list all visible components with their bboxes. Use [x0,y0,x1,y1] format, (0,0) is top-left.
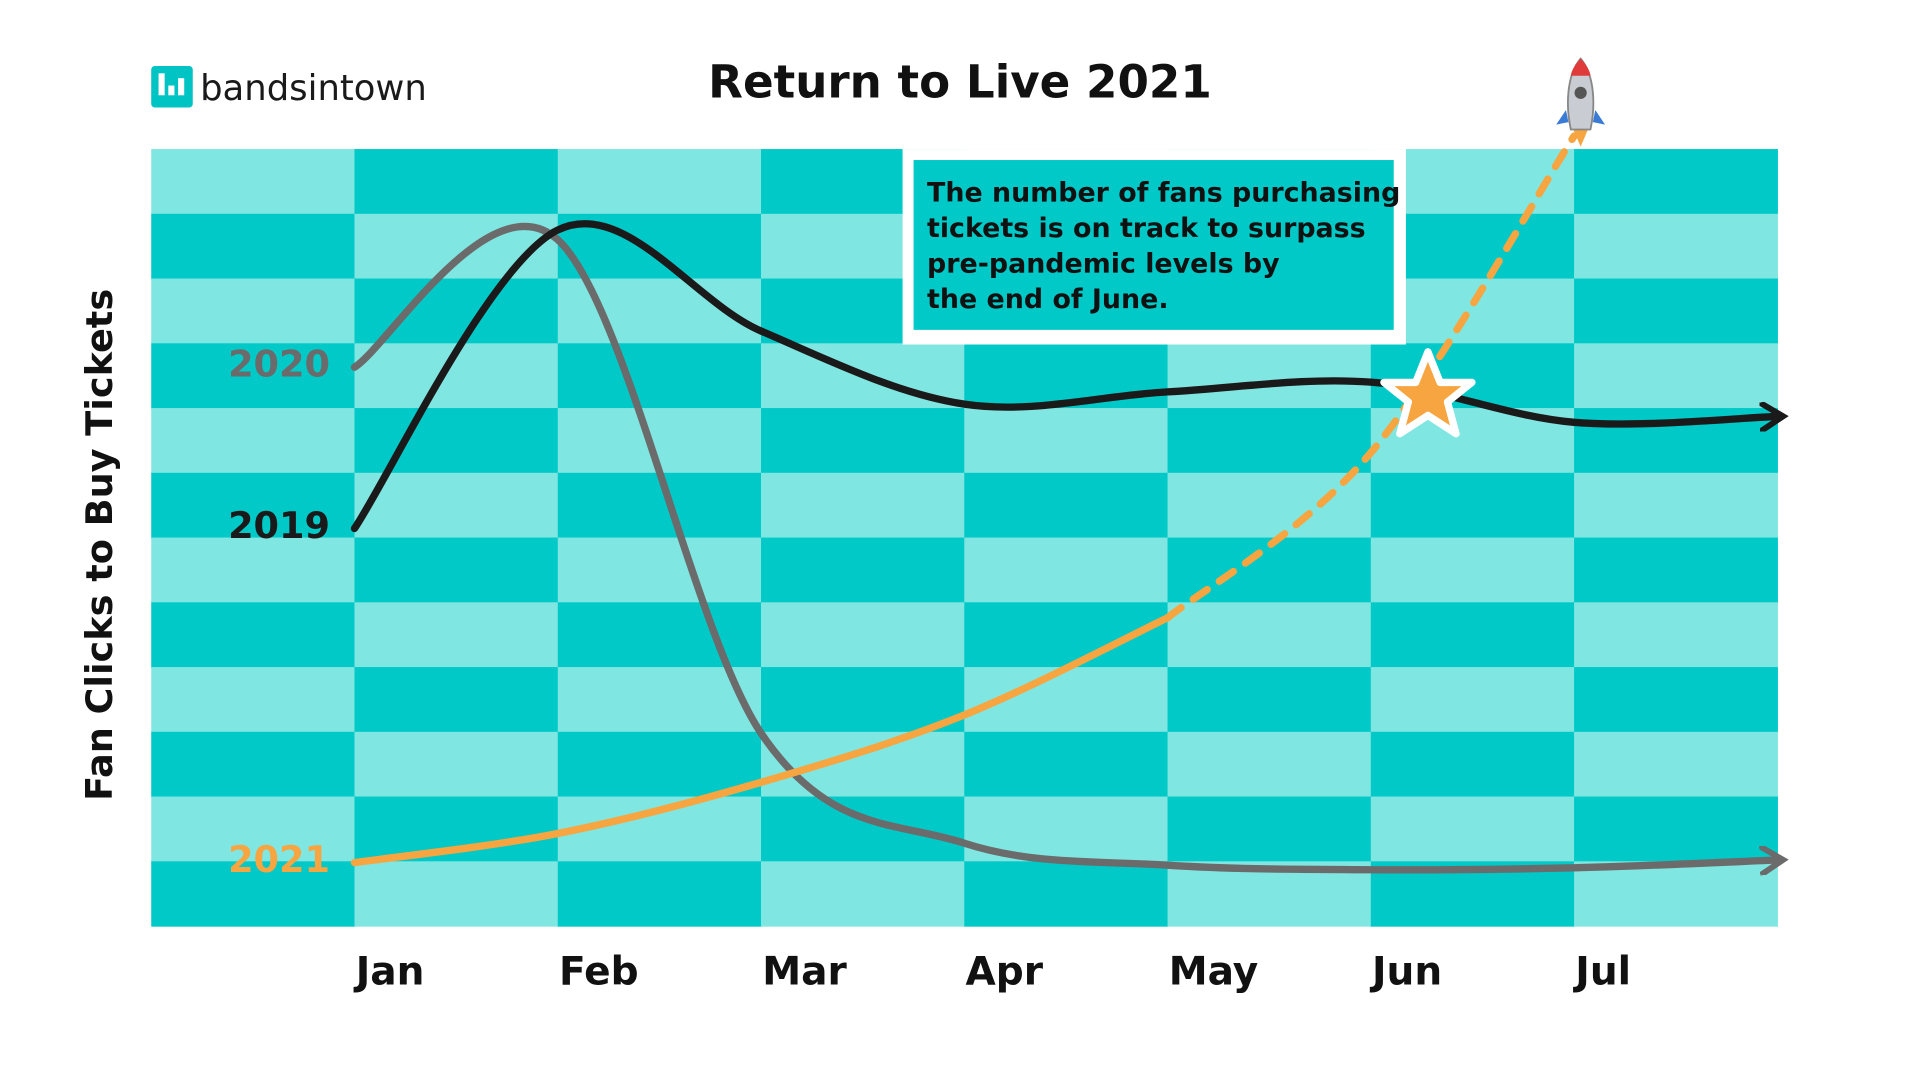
checker-cell [354,602,559,668]
checker-cell [761,731,965,798]
checker-cell [151,861,356,927]
plot: Jan Feb Mar Apr May Jun Jul 2020 2019 2021 [228,132,1777,995]
checker-cell [761,861,965,927]
checker-cell [557,343,762,409]
checker-cell [1574,537,1778,603]
checker-cell [557,537,762,603]
checker-cell [761,472,965,539]
checker-cell [761,796,965,862]
checker-cell [151,213,356,280]
x-tick-label: Feb [559,950,639,995]
checker-cell [1574,343,1778,409]
checker-cell [761,537,965,603]
checker-cell [151,796,356,862]
checker-cell [1574,278,1778,344]
checker-cell [964,343,1169,409]
checker-cell [151,537,356,603]
checker-cell [1370,602,1575,668]
brand-name: bandsintown [200,68,427,109]
checker-cell [354,537,559,603]
checker-cell [964,537,1169,603]
chart-title: Return to Live 2021 [708,56,1212,109]
checker-cell [1370,731,1575,798]
checker-cell [151,472,356,539]
series-label: 2020 [228,343,330,386]
checker-cell [151,667,356,733]
checker-cell [1574,667,1778,733]
annotation: The number of fans purchasing tickets is … [927,178,1400,315]
checker-cell [557,861,762,927]
checker-cell [354,408,559,474]
checker-cell [354,667,559,733]
checker-cell [151,602,356,668]
checker-cell [1167,408,1372,474]
checker-cell [1167,472,1372,539]
checker-cell [1574,472,1778,539]
x-tick-label: Mar [762,950,847,995]
checker-cell [761,602,965,668]
checker-cell [1167,731,1372,798]
series-line [350,222,1777,869]
checker-cell [761,667,965,733]
checker-cell [1167,343,1372,409]
checker-cell [151,408,356,474]
checker-cell [354,472,559,539]
x-tick-label: Jul [1572,950,1631,995]
logo: bandsintown [151,65,427,109]
checker-cell [1370,472,1575,539]
checker-cell [1574,602,1778,668]
series-label: 2019 [228,504,330,547]
checker-cell [151,343,356,409]
checker-cell [557,602,762,668]
checker-cell [151,149,356,215]
checker-cell [964,731,1169,798]
checker-cell [354,149,559,215]
checker-cell [557,667,762,733]
x-tick-label: May [1169,950,1259,995]
y-axis-label: Fan Clicks to Buy Tickets [78,289,121,801]
checker-cell [354,731,559,798]
annotation-line: the end of June. [927,284,1169,315]
checker-cell [1370,796,1575,862]
checker-cell [1574,213,1778,280]
series-line [1163,132,1578,622]
annotation-line: tickets is on track to surpass [927,213,1366,244]
checker-cell [1370,537,1575,603]
checker-cell [1167,602,1372,668]
star-marker [1380,348,1476,438]
checker-cell [964,861,1169,927]
checker-cell [964,408,1169,474]
checker-cell [1370,667,1575,733]
checker-cell [1574,149,1778,215]
checker-cell [151,278,356,344]
checker-cell [1574,861,1778,927]
series-line [350,614,1172,867]
x-tick-label: Jun [1369,950,1442,995]
annotation-box [902,149,1406,345]
checker-cell [557,149,762,215]
checker-cell [964,472,1169,539]
checker-cell [1167,796,1372,862]
annotation-line: The number of fans purchasing [927,178,1400,209]
checker-cell [354,861,559,927]
series-line [350,220,1777,533]
checker-cell [1167,667,1372,733]
x-tick-label: Jan [353,950,425,995]
checker-cell [1574,796,1778,862]
series-label: 2021 [228,838,330,881]
x-tick-label: Apr [965,950,1043,995]
checker-cell [557,731,762,798]
annotation-line: pre-pandemic levels by [927,248,1280,279]
checker-cell [761,408,965,474]
checker-cell [151,731,356,798]
rocket [1556,57,1606,147]
checker-cell [1574,731,1778,798]
